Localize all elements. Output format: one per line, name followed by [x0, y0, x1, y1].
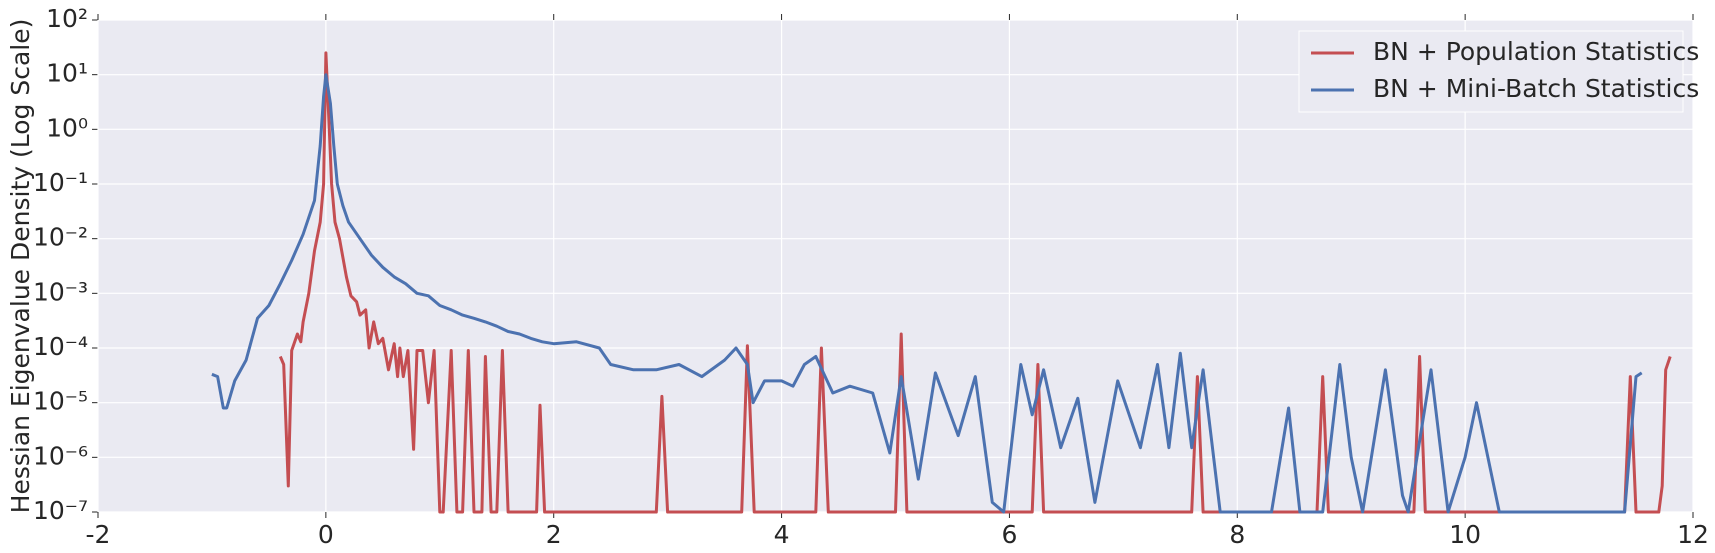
- x-tick-label: -2: [86, 520, 111, 549]
- y-tick-label: 10⁻⁴: [33, 332, 88, 361]
- y-tick-label: 10⁻¹: [33, 168, 88, 197]
- y-tick-label: 10⁻⁵: [33, 387, 88, 416]
- y-tick-label: 10¹: [46, 59, 88, 88]
- legend: BN + Population Statistics BN + Mini-Batc…: [1298, 30, 1699, 113]
- x-tick-label: 12: [1677, 520, 1709, 549]
- series-line: [278, 51, 1672, 514]
- y-tick-label: 10⁰: [46, 113, 88, 142]
- legend-label: BN + Mini-Batch Statistics: [1373, 74, 1699, 103]
- legend-label: BN + Population Statistics: [1373, 37, 1699, 66]
- series-line: [211, 73, 1643, 514]
- x-tick-label: 4: [774, 520, 790, 549]
- y-tick-label: 10⁻⁶: [33, 441, 88, 470]
- x-tick-label: 6: [1001, 520, 1017, 549]
- legend-box: [1298, 30, 1684, 113]
- y-axis-label: Hessian Eigenvalue Density (Log Scale): [6, 19, 35, 514]
- x-tick-label: 0: [318, 520, 334, 549]
- y-tick-label: 10⁻⁷: [33, 496, 88, 525]
- y-tick-label: 10⁻³: [33, 277, 88, 306]
- y-tick-label: 10²: [46, 4, 88, 33]
- x-tick-label: 8: [1229, 520, 1245, 549]
- y-tick-label: 10⁻²: [33, 223, 88, 252]
- x-tick-label: 2: [546, 520, 562, 549]
- x-tick-label: 10: [1449, 520, 1481, 549]
